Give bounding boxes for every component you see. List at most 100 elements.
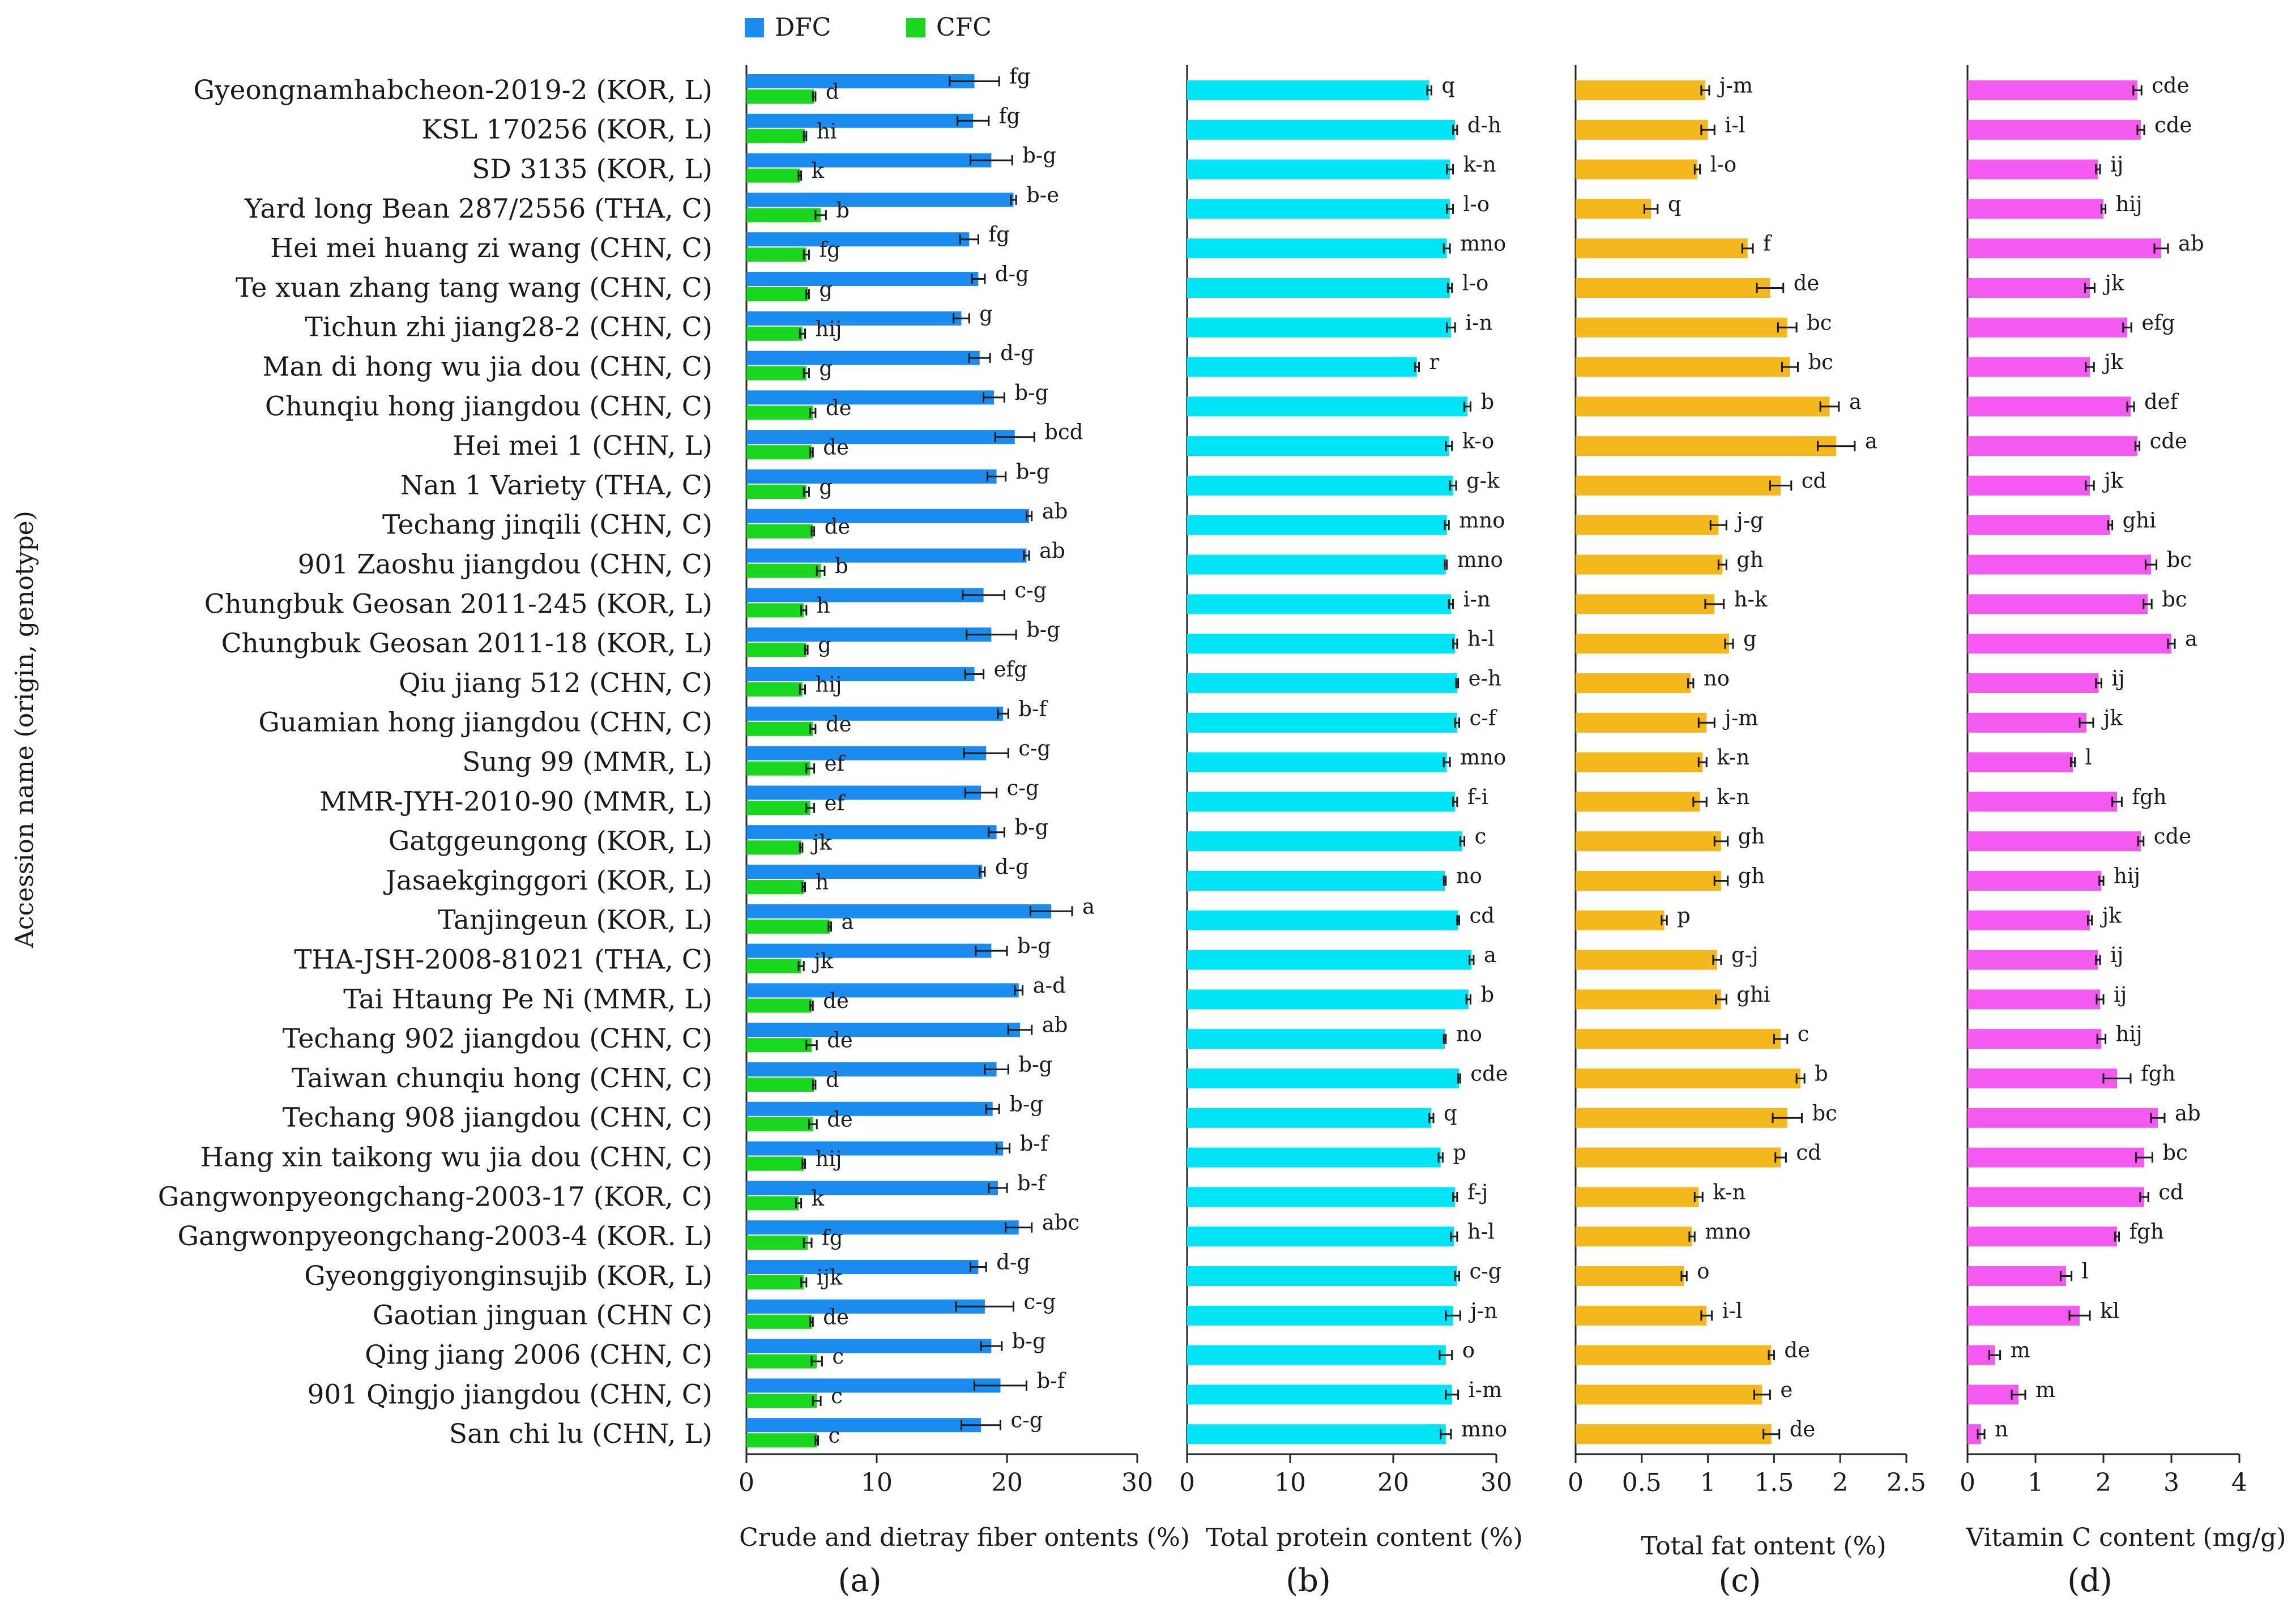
bar-c bbox=[1576, 1187, 1699, 1207]
bar-d bbox=[1968, 712, 2086, 733]
significance-letter: bc bbox=[2162, 587, 2187, 612]
bar-b bbox=[1187, 436, 1449, 456]
category-label: Gatggeungong (KOR, L) bbox=[389, 826, 712, 857]
x-tick-label: 0 bbox=[1568, 1468, 1584, 1497]
significance-letter: de bbox=[823, 1305, 849, 1329]
bar-dfc bbox=[746, 1181, 998, 1195]
bar-b bbox=[1187, 1108, 1432, 1128]
bar-d bbox=[1968, 1227, 2117, 1247]
bar-d bbox=[1968, 831, 2141, 852]
category-label: Chunqiu hong jiangdou (CHN, C) bbox=[265, 391, 712, 422]
category-label: Qiu jiang 512 (CHN, C) bbox=[399, 668, 712, 699]
category-label: Techang 902 jiangdou (CHN, C) bbox=[283, 1023, 712, 1054]
bar-dfc bbox=[746, 430, 1015, 445]
category-label: Tichun zhi jiang28-2 (CHN, C) bbox=[305, 312, 712, 343]
significance-letter: jk bbox=[2102, 469, 2123, 493]
category-label: Hang xin taikong wu jia dou (CHN, C) bbox=[200, 1142, 712, 1173]
bar-d bbox=[1968, 436, 2137, 456]
bar-cfc bbox=[746, 880, 804, 894]
significance-letter: fg bbox=[999, 104, 1020, 128]
significance-letter: cde bbox=[1470, 1062, 1508, 1086]
bar-cfc bbox=[746, 840, 801, 855]
bar-c bbox=[1576, 396, 1830, 417]
bar-b bbox=[1187, 1069, 1459, 1088]
significance-letter: f-i bbox=[1467, 785, 1488, 809]
significance-letter: a-d bbox=[1033, 973, 1066, 998]
significance-letter: k-n bbox=[1717, 785, 1749, 809]
bar-d bbox=[1968, 673, 2099, 693]
significance-letter: l bbox=[2082, 1259, 2089, 1284]
significance-letter: b bbox=[836, 198, 850, 223]
bar-d bbox=[1968, 871, 2102, 891]
significance-letter: de bbox=[1784, 1338, 1810, 1362]
bar-dfc bbox=[746, 1220, 1019, 1235]
bar-d bbox=[1968, 950, 2098, 970]
bar-dfc bbox=[746, 865, 983, 879]
significance-letter: n bbox=[1995, 1417, 2008, 1442]
bar-dfc bbox=[746, 1101, 993, 1116]
bar-d bbox=[1968, 792, 2117, 812]
x-tick-label: 1 bbox=[1700, 1468, 1716, 1497]
significance-letter: g bbox=[1743, 627, 1757, 651]
x-axis-title: Total fat ontent (%) bbox=[1641, 1532, 1886, 1561]
significance-letter: ijk bbox=[817, 1266, 843, 1290]
bar-cfc bbox=[746, 524, 813, 539]
bar-cfc bbox=[746, 1314, 812, 1329]
significance-letter: efg bbox=[994, 657, 1027, 682]
category-label: Guamian hong jiangdou (CHN, C) bbox=[258, 707, 712, 738]
bar-c bbox=[1576, 792, 1700, 812]
bar-d bbox=[1968, 1069, 2117, 1088]
significance-letter: b-f bbox=[1037, 1369, 1066, 1393]
bar-b bbox=[1187, 673, 1457, 693]
bar-c bbox=[1576, 989, 1721, 1010]
bar-b bbox=[1187, 476, 1453, 495]
bar-dfc bbox=[746, 1023, 1020, 1037]
significance-letter: c-g bbox=[1011, 1408, 1043, 1433]
significance-letter: b-f bbox=[1020, 1131, 1049, 1156]
category-label: MMR-JYH-2010-90 (MMR, L) bbox=[319, 786, 712, 817]
x-tick-label: 2 bbox=[1832, 1468, 1848, 1497]
bar-dfc bbox=[746, 667, 975, 681]
significance-letter: a bbox=[2185, 627, 2197, 651]
significance-letter: h-l bbox=[1467, 627, 1495, 651]
significance-letter: c bbox=[832, 1344, 844, 1369]
significance-letter: hij bbox=[816, 673, 842, 697]
significance-letter: h bbox=[817, 593, 830, 618]
bar-d bbox=[1968, 910, 2090, 930]
x-tick-label: 4 bbox=[2231, 1468, 2247, 1497]
significance-letter: c-g bbox=[1014, 578, 1047, 602]
significance-letter: f bbox=[1763, 232, 1772, 256]
category-label: Tai Htaung Pe Ni (MMR, L) bbox=[343, 984, 712, 1015]
significance-letter: c bbox=[1475, 824, 1487, 849]
y-axis-title: Accession name (origin, genotype) bbox=[10, 511, 39, 948]
significance-letter: d-g bbox=[996, 1250, 1030, 1275]
x-tick-label: 1 bbox=[2028, 1468, 2043, 1497]
significance-letter: no bbox=[1456, 1022, 1482, 1046]
bar-b bbox=[1187, 634, 1456, 654]
significance-letter: q bbox=[1444, 1101, 1457, 1125]
bar-c bbox=[1576, 1345, 1772, 1365]
category-label: Jasaekginggori (KOR, L) bbox=[383, 865, 712, 896]
significance-letter: f-j bbox=[1467, 1180, 1488, 1204]
panel-b: 0 10 20 30 Total protein content (%) (b) q d-h k… bbox=[1179, 65, 1523, 1599]
x-tick-label: 10 bbox=[861, 1468, 893, 1497]
bar-b bbox=[1187, 119, 1456, 140]
bar-c bbox=[1576, 673, 1691, 693]
bar-dfc bbox=[746, 232, 970, 247]
bar-dfc bbox=[746, 351, 980, 365]
bar-cfc bbox=[746, 326, 803, 341]
significance-letter: de bbox=[1794, 271, 1820, 296]
significance-letter: bc bbox=[2162, 1140, 2187, 1165]
bar-d bbox=[1968, 1266, 2066, 1286]
significance-letter: b-f bbox=[1017, 1171, 1047, 1195]
panel-a: 0 10 20 30 Crude and dietray fiber ontents (… bbox=[739, 65, 1190, 1600]
significance-letter: fgh bbox=[2132, 785, 2166, 809]
significance-letter: c-g bbox=[1018, 736, 1051, 760]
x-axis-title: Total protein content (%) bbox=[1206, 1523, 1523, 1552]
bar-cfc bbox=[746, 168, 800, 183]
category-label: Chungbuk Geosan 2011-18 (KOR, L) bbox=[221, 628, 712, 659]
bar-dfc bbox=[746, 706, 1004, 721]
category-label: Hei mei huang zi wang (CHN, C) bbox=[270, 233, 712, 264]
bar-cfc bbox=[746, 998, 812, 1013]
